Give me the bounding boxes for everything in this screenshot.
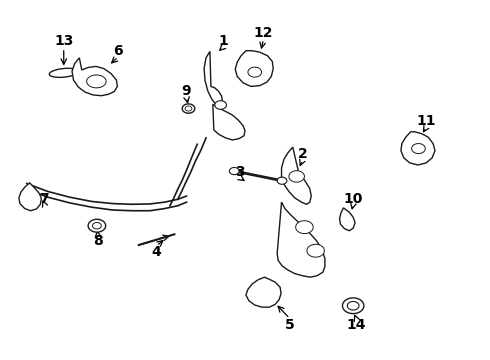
Text: 13: 13 — [54, 35, 74, 48]
Polygon shape — [340, 208, 355, 231]
Polygon shape — [182, 104, 195, 113]
Polygon shape — [93, 222, 101, 229]
Text: 8: 8 — [93, 234, 103, 248]
Text: 14: 14 — [346, 318, 366, 332]
Polygon shape — [72, 58, 117, 96]
Polygon shape — [204, 51, 222, 107]
Text: 3: 3 — [235, 165, 245, 179]
Text: 10: 10 — [343, 192, 363, 206]
Text: 11: 11 — [416, 114, 436, 128]
Polygon shape — [235, 51, 273, 86]
Polygon shape — [277, 177, 287, 184]
Text: 9: 9 — [182, 84, 192, 98]
Polygon shape — [295, 221, 313, 234]
Polygon shape — [277, 202, 325, 277]
Text: 4: 4 — [151, 245, 161, 259]
Polygon shape — [289, 171, 304, 182]
Polygon shape — [307, 244, 324, 257]
Polygon shape — [347, 301, 359, 310]
Polygon shape — [88, 219, 106, 232]
Polygon shape — [87, 75, 106, 88]
Polygon shape — [19, 183, 41, 211]
Text: 6: 6 — [114, 44, 123, 58]
Polygon shape — [213, 104, 245, 140]
Polygon shape — [246, 277, 281, 307]
Polygon shape — [185, 106, 192, 111]
Polygon shape — [412, 144, 425, 154]
Polygon shape — [248, 67, 262, 77]
Text: 5: 5 — [285, 318, 294, 332]
Text: 1: 1 — [218, 35, 228, 48]
Polygon shape — [229, 167, 239, 175]
Polygon shape — [401, 132, 435, 165]
Polygon shape — [215, 101, 226, 109]
Polygon shape — [49, 68, 78, 77]
Text: 7: 7 — [40, 192, 49, 206]
Polygon shape — [282, 147, 311, 204]
Polygon shape — [343, 298, 364, 314]
Text: 2: 2 — [297, 147, 307, 161]
Text: 12: 12 — [254, 26, 273, 40]
